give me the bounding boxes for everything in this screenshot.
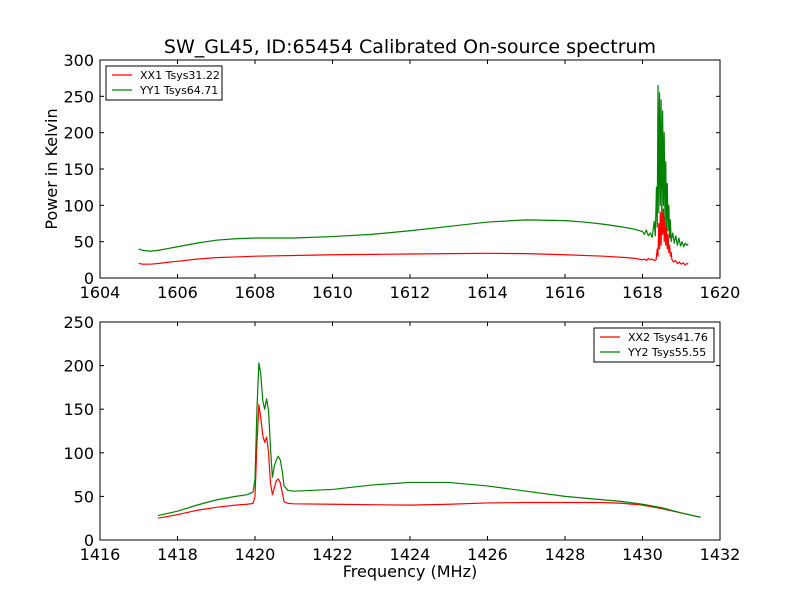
x-tick-label: 1610 [312,283,353,302]
y-tick-label: 200 [63,357,94,376]
y-tick-label: 0 [84,269,94,288]
y-tick-label: 200 [63,124,94,143]
x-tick-label: 1418 [157,545,198,564]
bottom-plot: 1416 1418 1420 1422 1424 1426 1428 1430 1432 0 50 1… [63,313,740,581]
legend: XX2 Tsys41.76 YY2 Tsys55.55 [593,327,715,363]
legend-label-2: YY2 Tsys55.55 [627,346,706,359]
legend-box [593,327,715,363]
legend-label-1: XX1 Tsys31.22 [140,69,220,82]
y-tick-label: 50 [74,233,94,252]
x-tick-label: 1428 [545,545,586,564]
x-tick-label: 1614 [467,283,508,302]
x-tick-label: 1420 [235,545,276,564]
chart-title: SW_GL45, ID:65454 Calibrated On-source s… [164,36,656,58]
legend-box [105,65,223,101]
y-tick-label: 300 [63,51,94,70]
y-tick-label: 150 [63,160,94,179]
series-line-2 [138,84,689,252]
x-tick-label: 1606 [157,283,198,302]
x-tick-label: 1424 [390,545,431,564]
x-tick-label: 1604 [80,283,121,302]
series-line-1 [158,404,701,519]
x-tick-label: 1422 [312,545,353,564]
y-tick-label: 150 [63,400,94,419]
x-axis-label: Frequency (MHz) [343,562,477,581]
legend: XX1 Tsys31.22 YY1 Tsys64.71 [105,65,223,101]
y-tick-label: 100 [63,444,94,463]
x-tick-label: 1432 [700,545,741,564]
y-tick-label: 250 [63,87,94,106]
x-tick-label: 1416 [80,545,121,564]
y-tick-label: 0 [84,531,94,550]
x-tick-label: 1608 [235,283,276,302]
legend-label-2: YY1 Tsys64.71 [139,84,218,97]
legend-label-1: XX2 Tsys41.76 [628,331,708,344]
y-tick-label: 100 [63,196,94,215]
x-tick-label: 1426 [467,545,508,564]
y-axis-label: Power in Kelvin [42,108,61,229]
series-line-1 [138,204,689,266]
x-tick-label: 1616 [545,283,586,302]
series-line-2 [157,362,701,518]
y-tick-label: 250 [63,313,94,332]
y-tick-label: 50 [74,487,94,506]
x-tick-label: 1620 [700,283,741,302]
x-tick-label: 1618 [622,283,663,302]
x-tick-label: 1430 [622,545,663,564]
top-plot: 1604 1606 1608 1610 1612 1614 1616 1618 1620 0 50 1… [42,51,740,302]
x-tick-label: 1612 [390,283,431,302]
